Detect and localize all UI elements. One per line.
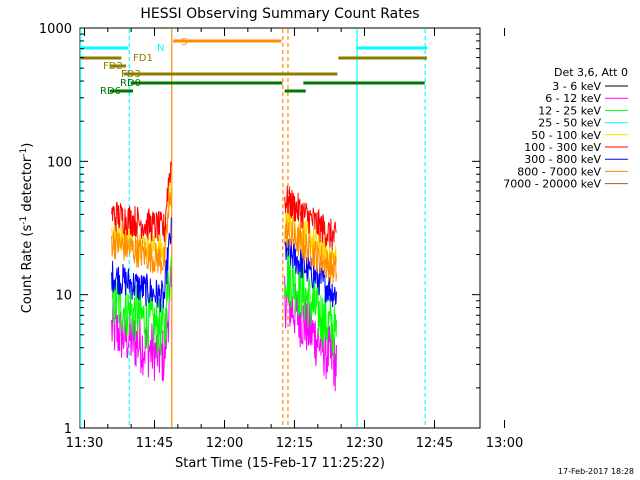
x-tick-label: 12:30: [346, 436, 383, 451]
flag-label-rd0: RD0: [120, 78, 141, 89]
x-axis-label: Start Time (15-Feb-17 11:25:22): [175, 456, 385, 471]
y-tick-label: 10: [55, 289, 72, 304]
legend-entry-label: 50 - 100 keV: [531, 129, 601, 142]
legend-entry-label: 100 - 300 keV: [524, 141, 601, 154]
y-axis-label-mid: detector: [20, 156, 35, 216]
legend-entry-label: 25 - 50 keV: [538, 117, 601, 130]
x-tick-label: 12:00: [206, 436, 243, 451]
series-line: [284, 251, 337, 360]
x-tick-label: 11:45: [136, 436, 173, 451]
x-tick-label: 13:00: [486, 436, 523, 451]
y-axis-label-sup1: -1: [19, 216, 29, 225]
flag-label-n: N: [157, 43, 164, 54]
y-tick-label: 1000: [39, 22, 72, 37]
flag-label-fd1: FD1: [133, 53, 153, 64]
series-line: [111, 217, 172, 313]
legend-entry-label: 6 - 12 keV: [545, 92, 601, 105]
series-line: [111, 257, 172, 356]
y-axis-label: Count Rate (s-1 detector-1): [19, 143, 35, 314]
legend-entry-label: 7000 - 20000 keV: [503, 178, 601, 191]
y-tick-label: 100: [47, 155, 72, 170]
legend-entry-label: 3 - 6 keV: [552, 80, 601, 93]
y-axis-label-suffix: ): [20, 143, 35, 148]
y-axis-label-sup2: -1: [19, 148, 29, 157]
flag-label-fd2: FD2: [103, 61, 123, 72]
timestamp: 17-Feb-2017 18:28: [557, 467, 634, 476]
chart-axes: 11:30 11:45 12:00 12:15 12:30 12:45 13:00 1 10 10…: [39, 22, 523, 451]
series-line: [284, 219, 337, 284]
legend-title: Det 3,6, Att 0: [554, 66, 628, 79]
x-tick-label: 11:30: [66, 436, 103, 451]
flag-label-rd6: RD6: [100, 86, 121, 97]
legend-entry-label: 12 - 25 keV: [538, 104, 601, 117]
series-line: [111, 192, 172, 275]
y-axis-label-prefix: Count Rate (s: [20, 225, 35, 314]
flag-label-s: S: [181, 37, 187, 48]
legend-entry-label: 800 - 7000 keV: [517, 165, 601, 178]
flag-label-fd3: FD3: [121, 69, 141, 80]
series-line: [111, 161, 172, 242]
chart-title: HESSI Observing Summary Count Rates: [140, 6, 419, 22]
x-tick-label: 12:45: [416, 436, 453, 451]
x-tick-label: 12:15: [276, 436, 313, 451]
y-tick-label: 1: [64, 422, 72, 437]
series-line: [284, 185, 337, 251]
legend-entry-label: 300 - 800 keV: [524, 153, 601, 166]
